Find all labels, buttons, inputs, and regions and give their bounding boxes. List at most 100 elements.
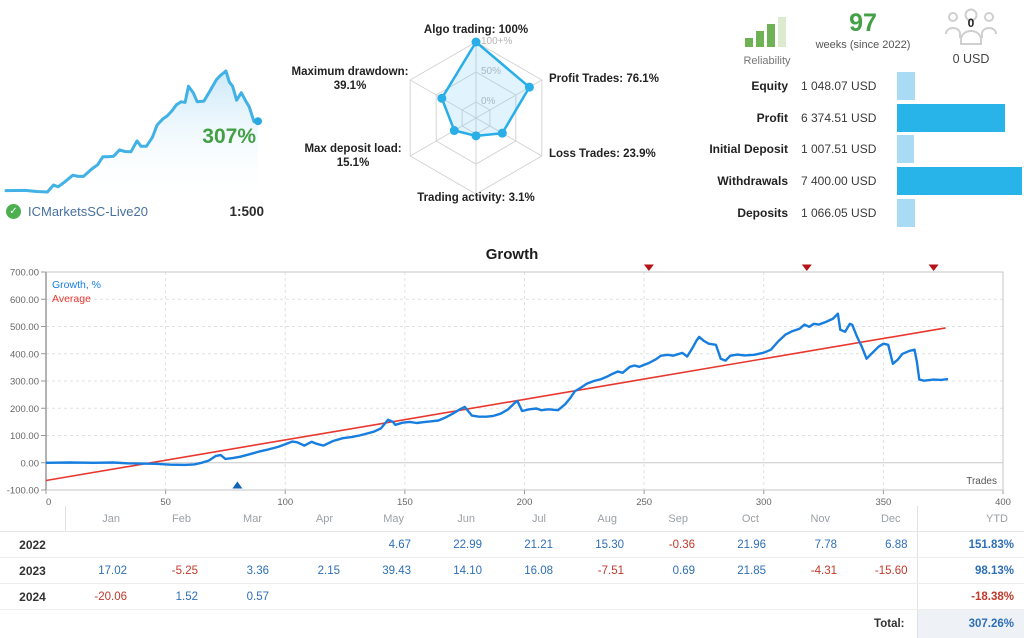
monthly-return-cell	[562, 584, 633, 610]
equity-sparkline-chart	[4, 4, 272, 204]
monthly-return-cell: -7.51	[562, 558, 633, 584]
stat-bar	[897, 72, 915, 100]
monthly-return-cell: 16.08	[491, 558, 562, 584]
monthly-return-cell	[775, 584, 846, 610]
x-axis-tick-label: 200	[517, 497, 533, 506]
radar-label-loss-trades: Loss Trades: 23.9%	[549, 147, 656, 161]
stat-row-initial-deposit: Initial Deposit 1 007.51 USD	[700, 135, 1024, 163]
y-axis-tick-label: 0.00	[21, 458, 40, 469]
month-header: Aug	[562, 506, 633, 532]
ytd-value: -18.38%	[917, 584, 1024, 610]
monthly-return-cell	[278, 584, 349, 610]
monthly-return-cell	[65, 532, 136, 558]
stat-label: Profit	[700, 111, 788, 125]
stat-bar	[897, 167, 1022, 195]
monthly-return-cell: 21.96	[704, 532, 775, 558]
withdrawal-marker	[929, 265, 939, 272]
monthly-return-cell: -15.60	[846, 558, 917, 584]
ytd-value: 98.13%	[917, 558, 1024, 584]
stat-value: 1 007.51 USD	[801, 142, 893, 156]
month-header: Jun	[420, 506, 491, 532]
stat-value: 7 400.00 USD	[801, 174, 893, 188]
account-summary-panel: Reliability 97 weeks (since 2022) 0 0 US…	[700, 8, 1024, 232]
subscribers-count: 0	[932, 16, 1010, 30]
stat-label: Withdrawals	[700, 174, 788, 188]
y-axis-tick-label: 600.00	[10, 295, 39, 306]
x-axis-tick-label: 300	[756, 497, 772, 506]
withdrawal-marker	[644, 265, 654, 272]
monthly-return-cell	[633, 584, 704, 610]
account-name-link[interactable]: ICMarketsSC-Live20	[28, 204, 148, 219]
monthly-return-cell: 39.43	[349, 558, 420, 584]
monthly-return-cell: 7.78	[775, 532, 846, 558]
monthly-return-cell: 15.30	[562, 532, 633, 558]
radar-label-algo-trading: Algo trading: 100%	[376, 23, 576, 37]
monthly-return-cell: 21.85	[704, 558, 775, 584]
radar-vertex-dot	[450, 126, 459, 135]
monthly-return-cell: 22.99	[420, 532, 491, 558]
monthly-return-cell: 4.67	[349, 532, 420, 558]
monthly-return-cell	[136, 532, 207, 558]
monthly-return-cell	[207, 532, 278, 558]
table-row-total: Total:307.26%	[0, 610, 1024, 638]
x-axis-tick-label: 0	[46, 497, 51, 506]
y-axis-tick-label: 200.00	[10, 404, 39, 415]
monthly-return-cell: 2.15	[278, 558, 349, 584]
leverage-value: 1:500	[229, 204, 264, 219]
monthly-return-cell: 17.02	[65, 558, 136, 584]
stat-label: Deposits	[700, 206, 788, 220]
year-label: 2024	[0, 584, 65, 610]
reliability-block: Reliability	[738, 16, 796, 67]
x-axis-tick-label: 150	[397, 497, 413, 506]
withdrawal-marker	[802, 265, 812, 272]
stat-row-profit: Profit 6 374.51 USD	[700, 104, 1024, 132]
stat-bar	[897, 199, 915, 227]
monthly-return-cell: 21.21	[491, 532, 562, 558]
y-axis-tick-label: 100.00	[10, 431, 39, 442]
monthly-return-cell	[491, 584, 562, 610]
stat-bar	[897, 104, 1005, 132]
month-header: Jan	[65, 506, 136, 532]
monthly-return-cell: 14.10	[420, 558, 491, 584]
subscribers-block: 0 0 USD	[932, 8, 1010, 66]
radar-label-trading-activity: Trading activity: 3.1%	[376, 191, 576, 205]
month-header: Nov	[775, 506, 846, 532]
x-axis-title: Trades	[966, 476, 997, 487]
reliability-bars-icon	[744, 16, 790, 48]
stat-value: 1 048.07 USD	[801, 79, 893, 93]
monthly-return-cell	[704, 584, 775, 610]
year-label: 2023	[0, 558, 65, 584]
monthly-return-cell: 1.52	[136, 584, 207, 610]
x-axis-tick-label: 400	[995, 497, 1011, 506]
deposit-marker	[232, 482, 242, 489]
sparkline-end-dot	[254, 117, 262, 125]
x-axis-tick-label: 350	[875, 497, 891, 506]
month-header: Dec	[846, 506, 917, 532]
stat-row-withdrawals: Withdrawals 7 400.00 USD	[700, 167, 1024, 195]
month-header: Sep	[633, 506, 704, 532]
radar-label-max-deposit-load: Max deposit load: 15.1%	[295, 142, 411, 170]
monthly-return-cell	[846, 584, 917, 610]
legend-growth: Growth, %	[52, 279, 101, 291]
radar-label-maximum-drawdown: Maximum drawdown: 39.1%	[288, 65, 412, 93]
ytd-header: YTD	[917, 506, 1024, 532]
stat-label: Equity	[700, 79, 788, 93]
monthly-return-cell: 0.57	[207, 584, 278, 610]
radar-vertex-dot	[525, 83, 534, 92]
month-header: Jul	[491, 506, 562, 532]
y-axis-tick-label: 700.00	[10, 268, 39, 279]
stat-value: 6 374.51 USD	[801, 111, 893, 125]
y-axis-tick-label: 300.00	[10, 377, 39, 388]
month-header: May	[349, 506, 420, 532]
total-value: 307.26%	[917, 610, 1024, 638]
monthly-return-cell	[420, 584, 491, 610]
reliability-label: Reliability	[738, 55, 796, 67]
verified-check-icon: ✓	[6, 204, 21, 219]
stat-label: Initial Deposit	[700, 142, 788, 156]
monthly-return-cell: 6.88	[846, 532, 917, 558]
monthly-return-cell: 3.36	[207, 558, 278, 584]
average-line	[46, 328, 946, 481]
